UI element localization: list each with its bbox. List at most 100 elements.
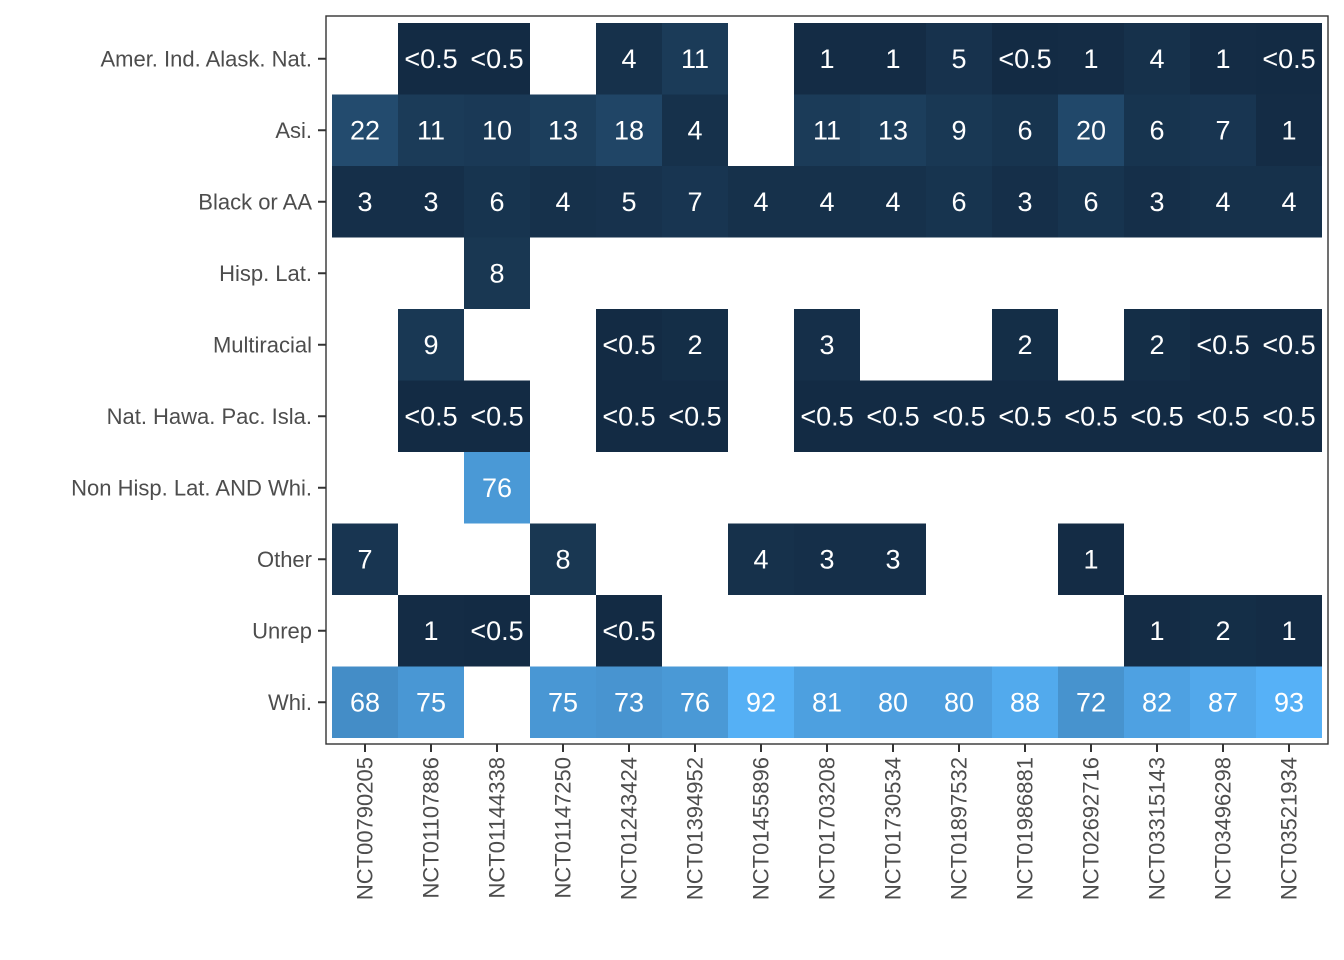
heatmap-cell-non-hisp-lat-and-whi-nct01144338 xyxy=(464,452,530,524)
y-tick-label: Multiracial xyxy=(213,332,312,357)
cell-value-label: 76 xyxy=(482,473,512,503)
cell-value-label: 9 xyxy=(951,115,966,145)
heatmap-cell-amer-ind-alask-nat-nct01897532 xyxy=(926,23,992,95)
cell-value-label: 73 xyxy=(614,687,644,717)
cell-value-label: 80 xyxy=(944,687,974,717)
cell-value-label: 3 xyxy=(1017,187,1032,217)
cell-value-label: <0.5 xyxy=(602,330,655,360)
heatmap-cell-black-or-aa-nct01986881 xyxy=(992,166,1058,238)
heatmap-cell-nat-hawa-pac-isla-nct01394952 xyxy=(662,380,728,452)
heatmap-cell-black-or-aa-nct03521934 xyxy=(1256,166,1322,238)
heatmap-cell-whi-nct01107886 xyxy=(398,666,464,738)
cell-value-label: 20 xyxy=(1076,115,1106,145)
x-tick-label: NCT01703208 xyxy=(815,757,840,900)
cell-value-label: 1 xyxy=(1083,44,1098,74)
heatmap-cell-nat-hawa-pac-isla-nct03521934 xyxy=(1256,380,1322,452)
y-tick-label: Unrep xyxy=(252,618,312,643)
cell-value-label: 5 xyxy=(951,44,966,74)
heatmap-cell-black-or-aa-nct03496298 xyxy=(1190,166,1256,238)
cell-value-label: 75 xyxy=(548,687,578,717)
cell-value-label: <0.5 xyxy=(1196,401,1249,431)
heatmap-cell-asi-nct01703208 xyxy=(794,94,860,166)
y-tick-label: Nat. Hawa. Pac. Isla. xyxy=(107,404,312,429)
heatmap-cell-whi-nct01455896 xyxy=(728,666,794,738)
heatmap-cell-amer-ind-alask-nat-nct03521934 xyxy=(1256,23,1322,95)
heatmap-cell-whi-nct01986881 xyxy=(992,666,1058,738)
cell-value-label: 1 xyxy=(1083,544,1098,574)
heatmap-cell-multiracial-nct03315143 xyxy=(1124,309,1190,381)
cell-value-label: 3 xyxy=(1149,187,1164,217)
cell-value-label: 22 xyxy=(350,115,380,145)
cell-value-label: 3 xyxy=(819,544,834,574)
cell-value-label: 4 xyxy=(687,115,702,145)
cell-value-label: <0.5 xyxy=(932,401,985,431)
heatmap-cell-black-or-aa-nct00790205 xyxy=(332,166,398,238)
heatmap-cell-asi-nct03521934 xyxy=(1256,94,1322,166)
heatmap-cells xyxy=(332,23,1322,738)
cell-value-label: 3 xyxy=(885,544,900,574)
cell-value-label: <0.5 xyxy=(998,401,1051,431)
cell-value-label: 13 xyxy=(878,115,908,145)
cell-value-label: 4 xyxy=(819,187,834,217)
y-tick-label: Whi. xyxy=(268,690,312,715)
heatmap-cell-black-or-aa-nct02692716 xyxy=(1058,166,1124,238)
heatmap-cell-nat-hawa-pac-isla-nct01730534 xyxy=(860,380,926,452)
heatmap-cell-other-nct02692716 xyxy=(1058,523,1124,595)
heatmap-cell-black-or-aa-nct01455896 xyxy=(728,166,794,238)
heatmap-cell-whi-nct01394952 xyxy=(662,666,728,738)
heatmap-cell-whi-nct01730534 xyxy=(860,666,926,738)
cell-value-label: 87 xyxy=(1208,687,1238,717)
cell-value-label: 4 xyxy=(885,187,900,217)
cell-value-label: 4 xyxy=(1215,187,1230,217)
heatmap-cell-nat-hawa-pac-isla-nct01986881 xyxy=(992,380,1058,452)
cell-value-label: 1 xyxy=(1215,44,1230,74)
heatmap-cell-amer-ind-alask-nat-nct01703208 xyxy=(794,23,860,95)
heatmap-cell-amer-ind-alask-nat-nct01107886 xyxy=(398,23,464,95)
heatmap-cell-black-or-aa-nct01730534 xyxy=(860,166,926,238)
cell-value-label: 4 xyxy=(753,544,768,574)
cell-value-label: <0.5 xyxy=(404,44,457,74)
x-tick-label: NCT01107886 xyxy=(419,757,444,898)
cell-value-label: 4 xyxy=(555,187,570,217)
x-tick-label: NCT01897532 xyxy=(947,757,972,900)
cell-value-label: 6 xyxy=(1083,187,1098,217)
heatmap-cell-unrep-nct01243424 xyxy=(596,595,662,667)
heatmap-cell-amer-ind-alask-nat-nct01986881 xyxy=(992,23,1058,95)
heatmap-cell-amer-ind-alask-nat-nct01730534 xyxy=(860,23,926,95)
cell-value-label: 93 xyxy=(1274,687,1304,717)
heatmap-cell-labels: <0.5 <0.5 4 11 1 1 5 <0.5 1 4 1 <0.522 11 10 13 18 4 11 13… xyxy=(350,44,1316,718)
cell-value-label: 1 xyxy=(1281,616,1296,646)
heatmap-cell-whi-nct01243424 xyxy=(596,666,662,738)
y-tick-label: Hisp. Lat. xyxy=(219,261,312,286)
x-tick-label: NCT01986881 xyxy=(1013,757,1038,900)
heatmap-cell-other-nct00790205 xyxy=(332,523,398,595)
heatmap-cell-amer-ind-alask-nat-nct03496298 xyxy=(1190,23,1256,95)
heatmap-cell-asi-nct01144338 xyxy=(464,94,530,166)
heatmap-cell-nat-hawa-pac-isla-nct03496298 xyxy=(1190,380,1256,452)
heatmap-cell-multiracial-nct01703208 xyxy=(794,309,860,381)
cell-value-label: <0.5 xyxy=(1196,330,1249,360)
y-tick-label: Asi. xyxy=(275,118,312,143)
cell-value-label: 1 xyxy=(819,44,834,74)
heatmap-cell-black-or-aa-nct01703208 xyxy=(794,166,860,238)
cell-value-label: 6 xyxy=(1149,115,1164,145)
cell-value-label: <0.5 xyxy=(1064,401,1117,431)
heatmap-cell-multiracial-nct01394952 xyxy=(662,309,728,381)
cell-value-label: 7 xyxy=(1215,115,1230,145)
cell-value-label: 6 xyxy=(489,187,504,217)
heatmap-cell-whi-nct00790205 xyxy=(332,666,398,738)
cell-value-label: 8 xyxy=(489,258,504,288)
cell-value-label: <0.5 xyxy=(998,44,1051,74)
x-tick-label: NCT00790205 xyxy=(353,757,378,900)
cell-value-label: 92 xyxy=(746,687,776,717)
cell-value-label: <0.5 xyxy=(800,401,853,431)
heatmap-cell-asi-nct01986881 xyxy=(992,94,1058,166)
heatmap-cell-whi-nct03315143 xyxy=(1124,666,1190,738)
cell-value-label: 1 xyxy=(1281,115,1296,145)
cell-value-label: 3 xyxy=(423,187,438,217)
cell-value-label: <0.5 xyxy=(404,401,457,431)
heatmap-cell-nat-hawa-pac-isla-nct03315143 xyxy=(1124,380,1190,452)
heatmap-cell-amer-ind-alask-nat-nct01144338 xyxy=(464,23,530,95)
heatmap-cell-multiracial-nct01986881 xyxy=(992,309,1058,381)
